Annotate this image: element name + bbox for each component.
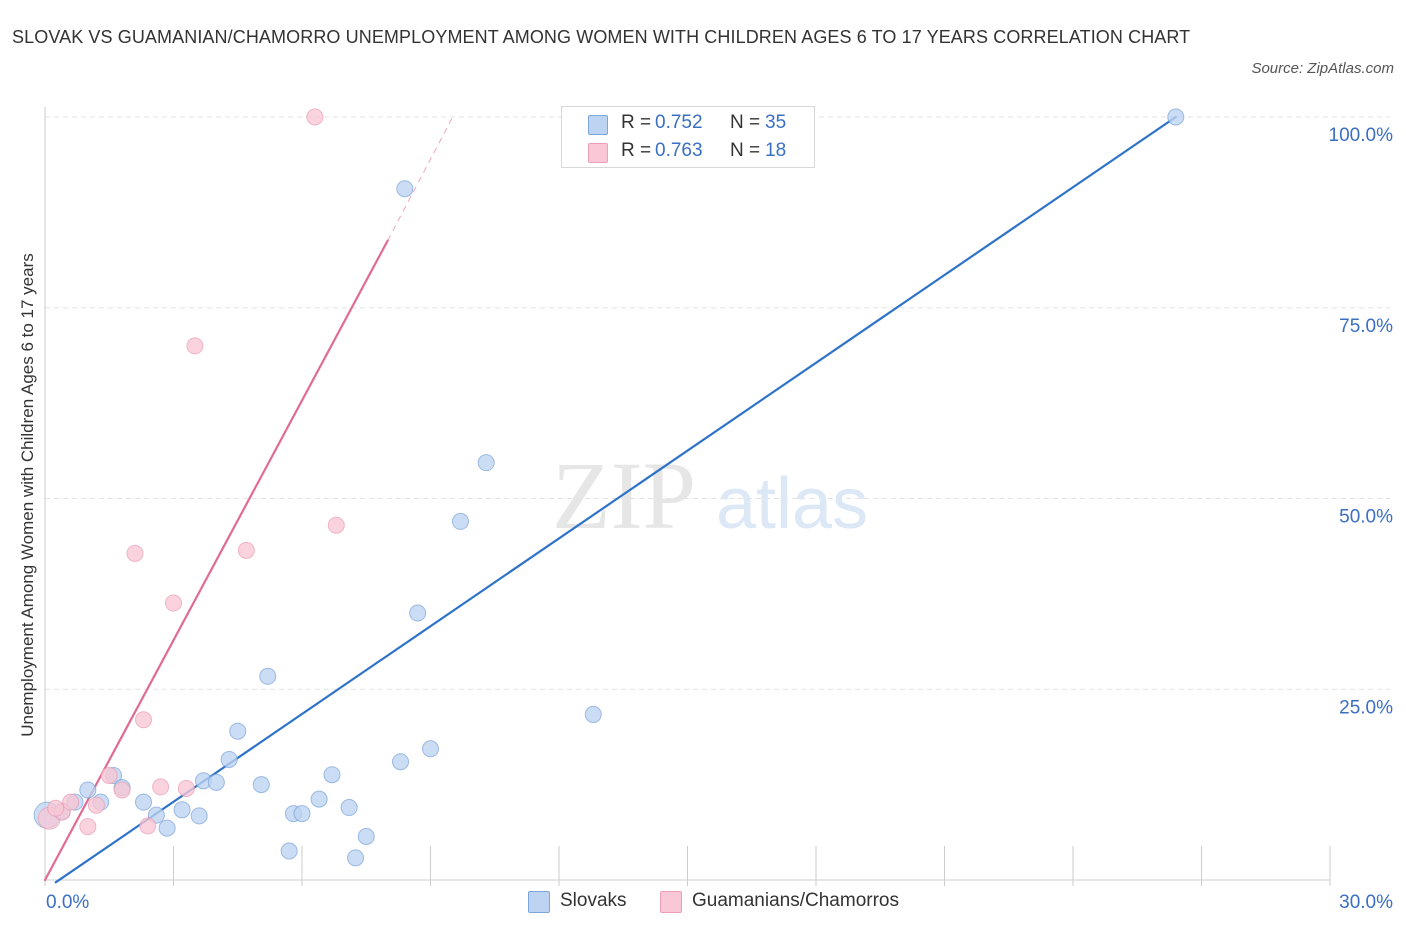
slovak-point <box>220 750 238 768</box>
guam-point <box>100 766 118 784</box>
slovak-point <box>409 604 427 622</box>
watermark-atlas: atlas <box>716 464 868 544</box>
slovak-point <box>310 790 328 808</box>
slovak-point <box>158 819 176 837</box>
guam-point <box>139 817 157 835</box>
guam-point <box>126 544 144 562</box>
x-tick-label: 0.0% <box>46 892 89 913</box>
guam-point <box>165 594 182 612</box>
slovak-point <box>229 722 247 740</box>
y-tick-label: 50.0% <box>1339 507 1393 528</box>
guam-trendline-extension <box>387 118 453 241</box>
slovak-point <box>422 740 439 758</box>
watermark: ZIP atlas <box>552 442 868 549</box>
slovak-point <box>357 828 375 846</box>
slovak-point <box>135 793 153 811</box>
y-tick-label: 75.0% <box>1339 316 1393 337</box>
legend-n-value: 18 <box>765 140 787 161</box>
guam-point <box>47 799 65 817</box>
slovak-point <box>79 781 97 799</box>
legend-n-value: 35 <box>765 112 787 133</box>
slovak-point <box>259 667 277 685</box>
legend-r-label: R = <box>621 112 652 133</box>
legend-n-label: N = <box>730 112 761 133</box>
guam-point <box>79 818 97 836</box>
slovak-point <box>1167 108 1185 126</box>
guam-point <box>237 541 255 559</box>
slovak-point <box>252 776 270 794</box>
gridlines <box>45 116 1390 690</box>
guam-point <box>186 337 204 355</box>
slovak-point <box>396 180 414 198</box>
slovak-point <box>280 842 298 860</box>
chart-title: SLOVAK VS GUAMANIAN/CHAMORRO UNEMPLOYMEN… <box>12 27 1191 47</box>
guam-swatch <box>588 143 608 163</box>
y-tick-label: 25.0% <box>1339 697 1393 718</box>
slovak-point <box>477 454 495 472</box>
slovak-trendline <box>54 115 1177 884</box>
slovak-point <box>451 512 469 530</box>
guam-point <box>62 793 80 811</box>
slovak-point <box>347 849 365 867</box>
guam-point <box>152 778 170 796</box>
slovaks-legend-swatch <box>528 891 550 913</box>
slovak-point <box>173 801 191 819</box>
slovak-point <box>323 766 341 784</box>
slovak-point <box>340 799 358 817</box>
slovak-point <box>190 807 208 825</box>
guam-point <box>306 108 324 126</box>
legend-r-label: R = <box>621 140 652 161</box>
guam-point <box>177 779 195 797</box>
watermark-zip: ZIP <box>552 442 696 549</box>
guam-point <box>327 516 345 534</box>
correlation-legend: R = 0.752 N = 35 R = 0.763 N = 18 <box>561 106 815 168</box>
guam-point <box>135 711 153 729</box>
guam-legend-swatch <box>660 891 682 913</box>
legend-n-label: N = <box>730 140 761 161</box>
tick-labels: 100.0% 75.0% 50.0% 25.0% 0.0% 30.0% <box>46 125 1393 913</box>
legend-r-value: 0.752 <box>655 112 703 133</box>
slovak-point <box>584 705 602 723</box>
slovaks-swatch <box>588 115 608 135</box>
y-tick-label: 100.0% <box>1329 125 1394 146</box>
slovak-point <box>392 753 410 771</box>
guam-legend-label: Guamanians/Chamorros <box>692 890 899 911</box>
data-points <box>33 108 1185 867</box>
x-tick-label: 30.0% <box>1339 892 1393 913</box>
slovaks-legend-label: Slovaks <box>560 890 627 911</box>
legend-r-value: 0.763 <box>655 140 703 161</box>
slovak-point <box>293 805 311 823</box>
guam-point <box>87 796 105 814</box>
source-label: Source: ZipAtlas.com <box>1251 60 1394 77</box>
guam-point <box>113 781 131 799</box>
slovak-point <box>207 773 225 791</box>
